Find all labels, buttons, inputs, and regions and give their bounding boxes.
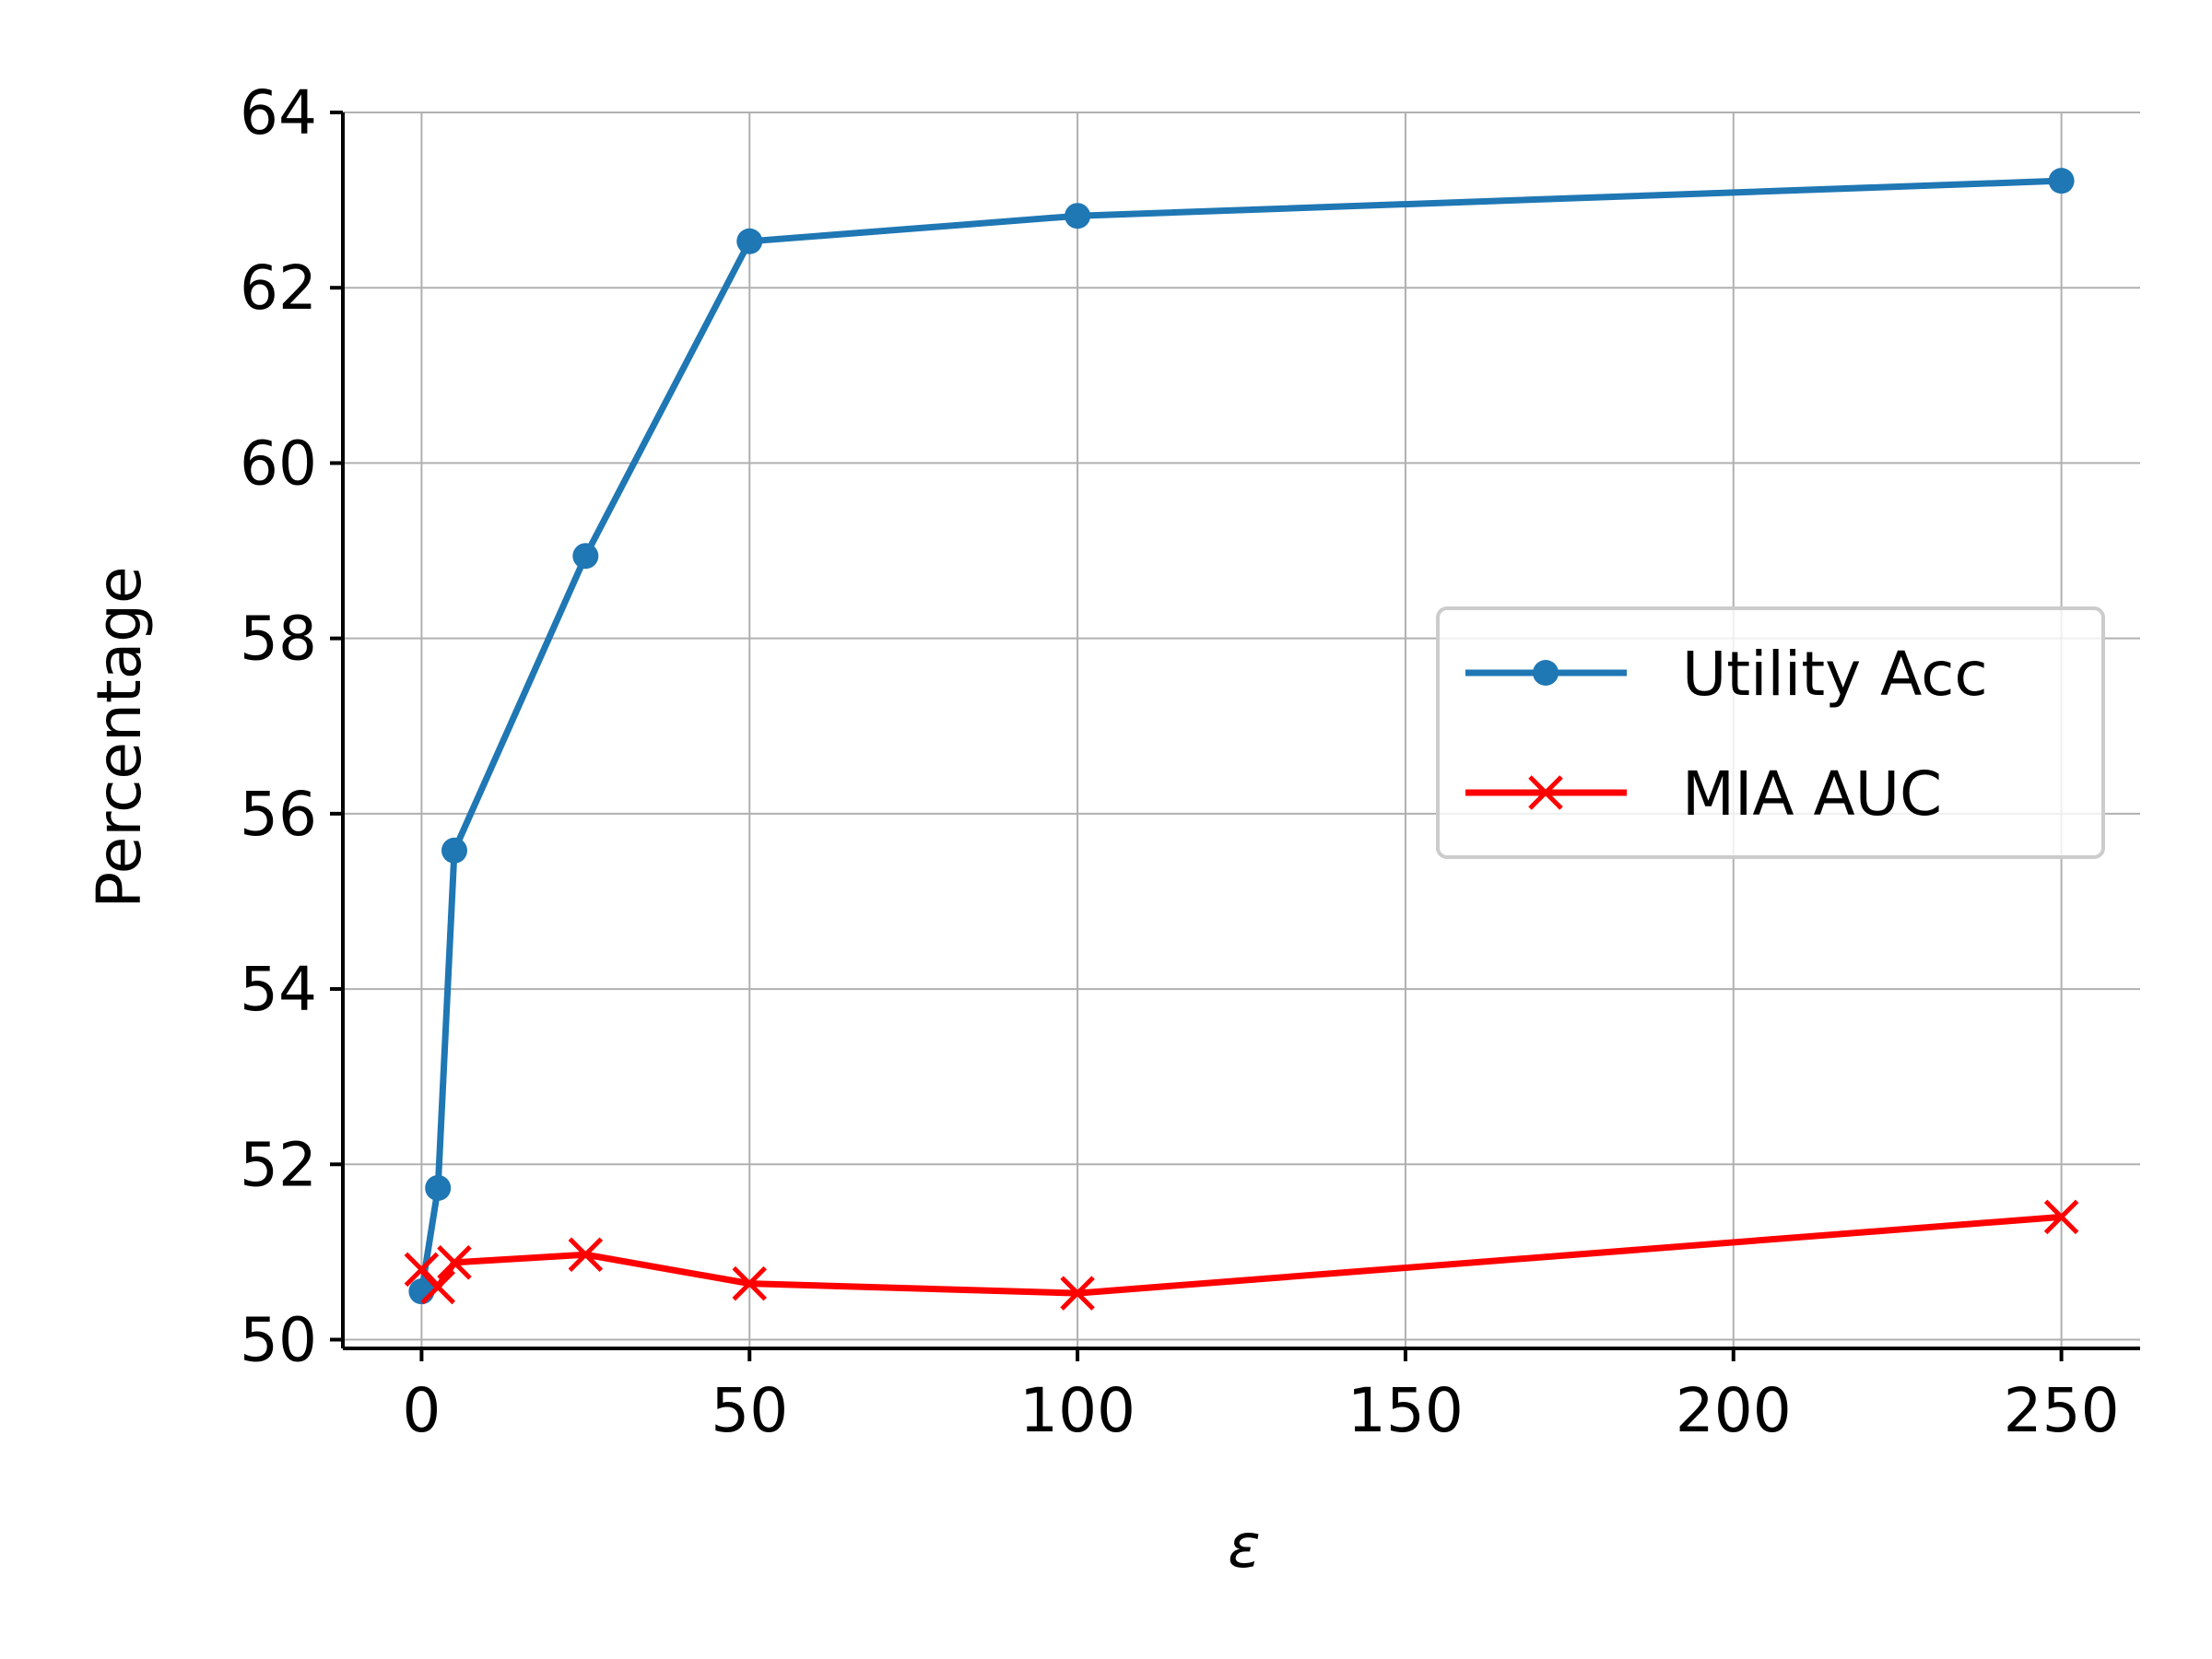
mia-auc-point — [437, 1245, 472, 1280]
legend-utility-acc-point — [1533, 660, 1559, 686]
legend-mia-auc-point — [1528, 775, 1563, 810]
x-axis-ticks: 0 50 100 150 200 250 — [402, 1348, 2120, 1446]
legend-item-mia-auc: MIA AUC — [1465, 759, 1942, 830]
x-tick-label: 200 — [1676, 1375, 1792, 1446]
utility-acc-point — [441, 837, 467, 864]
mia-auc-point — [2043, 1199, 2079, 1235]
utility-acc-series — [408, 168, 2075, 1305]
y-tick-label: 60 — [240, 428, 317, 499]
y-tick-label: 58 — [240, 604, 317, 675]
x-tick-label: 250 — [2004, 1375, 2120, 1446]
y-tick-label: 50 — [240, 1304, 317, 1375]
utility-acc-point — [425, 1174, 452, 1201]
utility-acc-point — [736, 228, 763, 254]
legend: Utility Acc MIA AUC — [1436, 606, 2105, 859]
y-axis-ticks: 50 52 54 56 58 60 62 64 — [240, 77, 343, 1375]
y-tick-label: 64 — [240, 77, 317, 148]
axes-spines — [341, 112, 2140, 1350]
x-tick-label: 50 — [711, 1375, 788, 1446]
utility-acc-point — [1065, 203, 1091, 229]
y-tick-label: 54 — [240, 954, 317, 1025]
y-axis-label: Percentage — [84, 566, 155, 908]
legend-item-utility-acc: Utility Acc — [1465, 639, 1988, 710]
y-tick-label: 56 — [240, 779, 317, 850]
legend-label: MIA AUC — [1682, 759, 1942, 830]
mia-auc-point — [732, 1265, 768, 1301]
mia-auc-point — [1060, 1276, 1095, 1311]
x-tick-label: 0 — [402, 1375, 441, 1446]
x-tick-label: 150 — [1347, 1375, 1464, 1446]
legend-label: Utility Acc — [1682, 639, 1988, 710]
x-axis-label: ε — [1228, 1511, 1261, 1582]
y-tick-label: 62 — [240, 253, 317, 324]
y-tick-label: 52 — [240, 1129, 317, 1200]
series-layer — [404, 168, 2079, 1311]
mia-auc-point — [568, 1237, 604, 1273]
utility-acc-point — [572, 543, 599, 570]
mia-auc-line — [418, 1213, 2062, 1297]
mia-auc-series — [404, 1199, 2079, 1311]
mia-auc-point — [420, 1269, 455, 1305]
x-tick-label: 100 — [1019, 1375, 1135, 1446]
utility-acc-point — [2048, 168, 2075, 194]
